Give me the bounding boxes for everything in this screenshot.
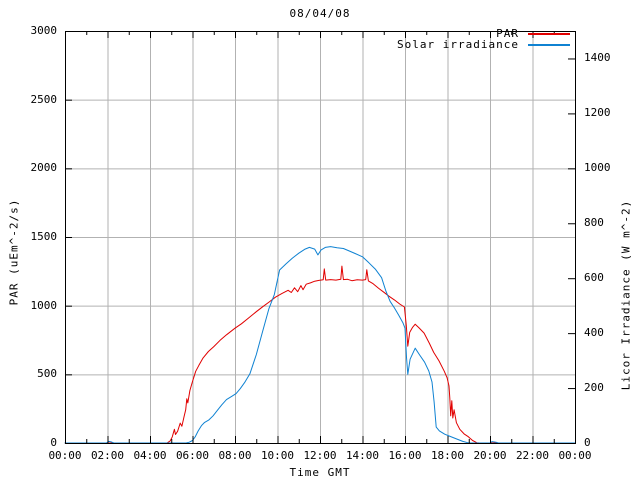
- x-tick-label: 04:00: [133, 449, 167, 462]
- y-right-tick-label: 1000: [584, 161, 611, 175]
- x-tick-label: 12:00: [303, 449, 337, 462]
- chart-title: 08/04/08: [289, 7, 351, 20]
- par-series-line: [64, 265, 576, 444]
- x-tick-label: 00:00: [558, 449, 592, 462]
- y-left-tick-label: 2000: [30, 161, 58, 175]
- x-tick-label: 22:00: [515, 449, 550, 462]
- x-tick-label: 08:00: [218, 449, 252, 462]
- y-right-tick-label: 400: [584, 326, 604, 340]
- x-tick-label: 20:00: [473, 449, 507, 462]
- solar-irradiance-series-line: [64, 246, 576, 444]
- y-right-tick-label: 1200: [584, 106, 611, 120]
- y-left-tick-label: 1500: [30, 230, 58, 243]
- x-tick-label: 16:00: [388, 449, 422, 462]
- x-tick-label: 06:00: [175, 449, 210, 462]
- legend-item-solar-irradiance: Solar irradiance: [397, 38, 570, 51]
- y-right-tick-label: 200: [584, 381, 604, 395]
- y-right-tick-label: 1400: [584, 51, 611, 65]
- y-left-tick-label: 500: [37, 367, 57, 381]
- y-left-tick-label: 3000: [30, 24, 58, 37]
- legend-solar-line-sample: [528, 44, 570, 46]
- legend-item-par: PAR: [496, 27, 570, 40]
- y-right-tick-label: 0: [584, 436, 591, 449]
- x-axis-label: Time GMT: [289, 466, 351, 479]
- x-tick-label: 10:00: [260, 449, 295, 462]
- y-left-tick-label: 1000: [30, 298, 58, 312]
- x-tick-label: 18:00: [430, 449, 465, 462]
- legend-solar-label: Solar irradiance: [397, 38, 519, 51]
- legend-par-label: PAR: [496, 27, 519, 40]
- x-tick-label: 00:00: [48, 449, 82, 462]
- y-left-tick-label: 2500: [30, 92, 58, 106]
- legend: PAR Solar irradiance: [397, 27, 570, 51]
- y-right-tick-label: 600: [584, 271, 604, 285]
- x-tick-label: 02:00: [90, 449, 125, 462]
- y-right-axis-label: Licor Irradiance (W m^-2): [619, 199, 633, 391]
- y-left-tick-label: 0: [50, 436, 57, 449]
- y-right-tick-label: 800: [584, 216, 604, 230]
- x-tick-label: 14:00: [345, 449, 380, 462]
- legend-par-line-sample: [528, 33, 570, 35]
- y-left-axis-label: PAR (uEm^-2/s): [7, 198, 21, 306]
